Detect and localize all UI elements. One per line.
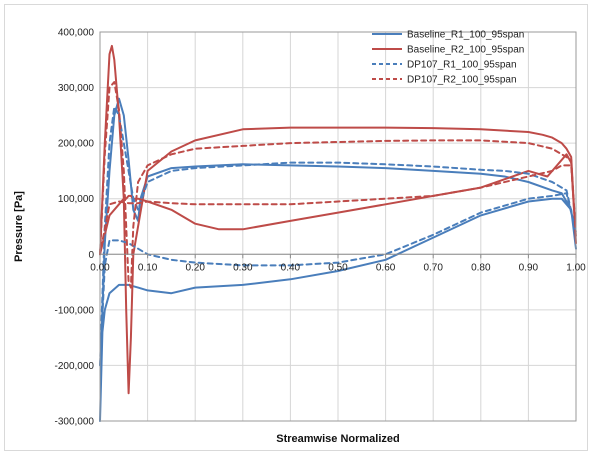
x-tick-label: 0.40	[281, 262, 301, 273]
legend-label: DP107_R2_100_95span	[407, 75, 517, 86]
x-tick-label: 0.60	[376, 262, 396, 273]
series-line-DP107_R2_100_95span	[99, 81, 577, 289]
legend-label: Baseline_R2_100_95span	[407, 45, 524, 56]
x-tick-label: 0.30	[233, 262, 253, 273]
y-tick-label: -100,000	[55, 305, 95, 316]
x-tick-label: 0.90	[519, 262, 539, 273]
y-axis-title: Pressure [Pa]	[13, 191, 25, 262]
y-axis-tick-labels: -300,000 -200,000 -100,000 0 100,000 200,000 3…	[55, 28, 95, 428]
x-tick-label: 1.00	[566, 262, 586, 273]
y-tick-label: -200,000	[55, 361, 95, 372]
y-tick-label: 400,000	[58, 28, 95, 39]
y-tick-label: 100,000	[58, 194, 95, 205]
series-line-Baseline_R2_100_95span	[99, 44, 577, 395]
x-axis-tick-labels: 0.00 0.10 0.20 0.30 0.40 0.50 0.60 0.70 0.80 0.90…	[90, 262, 586, 273]
y-tick-label: 300,000	[58, 83, 95, 94]
y-tick-label: 0	[88, 250, 94, 261]
x-tick-label: 0.70	[423, 262, 443, 273]
y-tick-label: 200,000	[58, 139, 95, 150]
x-tick-label: 0.10	[138, 262, 158, 273]
legend-label: Baseline_R1_100_95span	[407, 30, 524, 41]
series-lines	[99, 44, 577, 422]
x-tick-label: 0.00	[90, 262, 110, 273]
plot-area-frame	[99, 31, 577, 422]
chart-outer-border	[4, 4, 588, 451]
y-tick-label: -300,000	[55, 417, 95, 428]
series-line-DP107_R1_100_95span	[99, 106, 577, 367]
x-axis-title: Streamwise Normalized	[276, 433, 400, 445]
x-tick-label: 0.20	[185, 262, 205, 273]
x-tick-label: 0.50	[328, 262, 348, 273]
legend-label: DP107_R1_100_95span	[407, 60, 517, 71]
x-axis-line	[99, 253, 577, 259]
x-tick-label: 0.80	[471, 262, 491, 273]
legend: Baseline_R1_100_95span Baseline_R2_100_95…	[372, 30, 524, 86]
